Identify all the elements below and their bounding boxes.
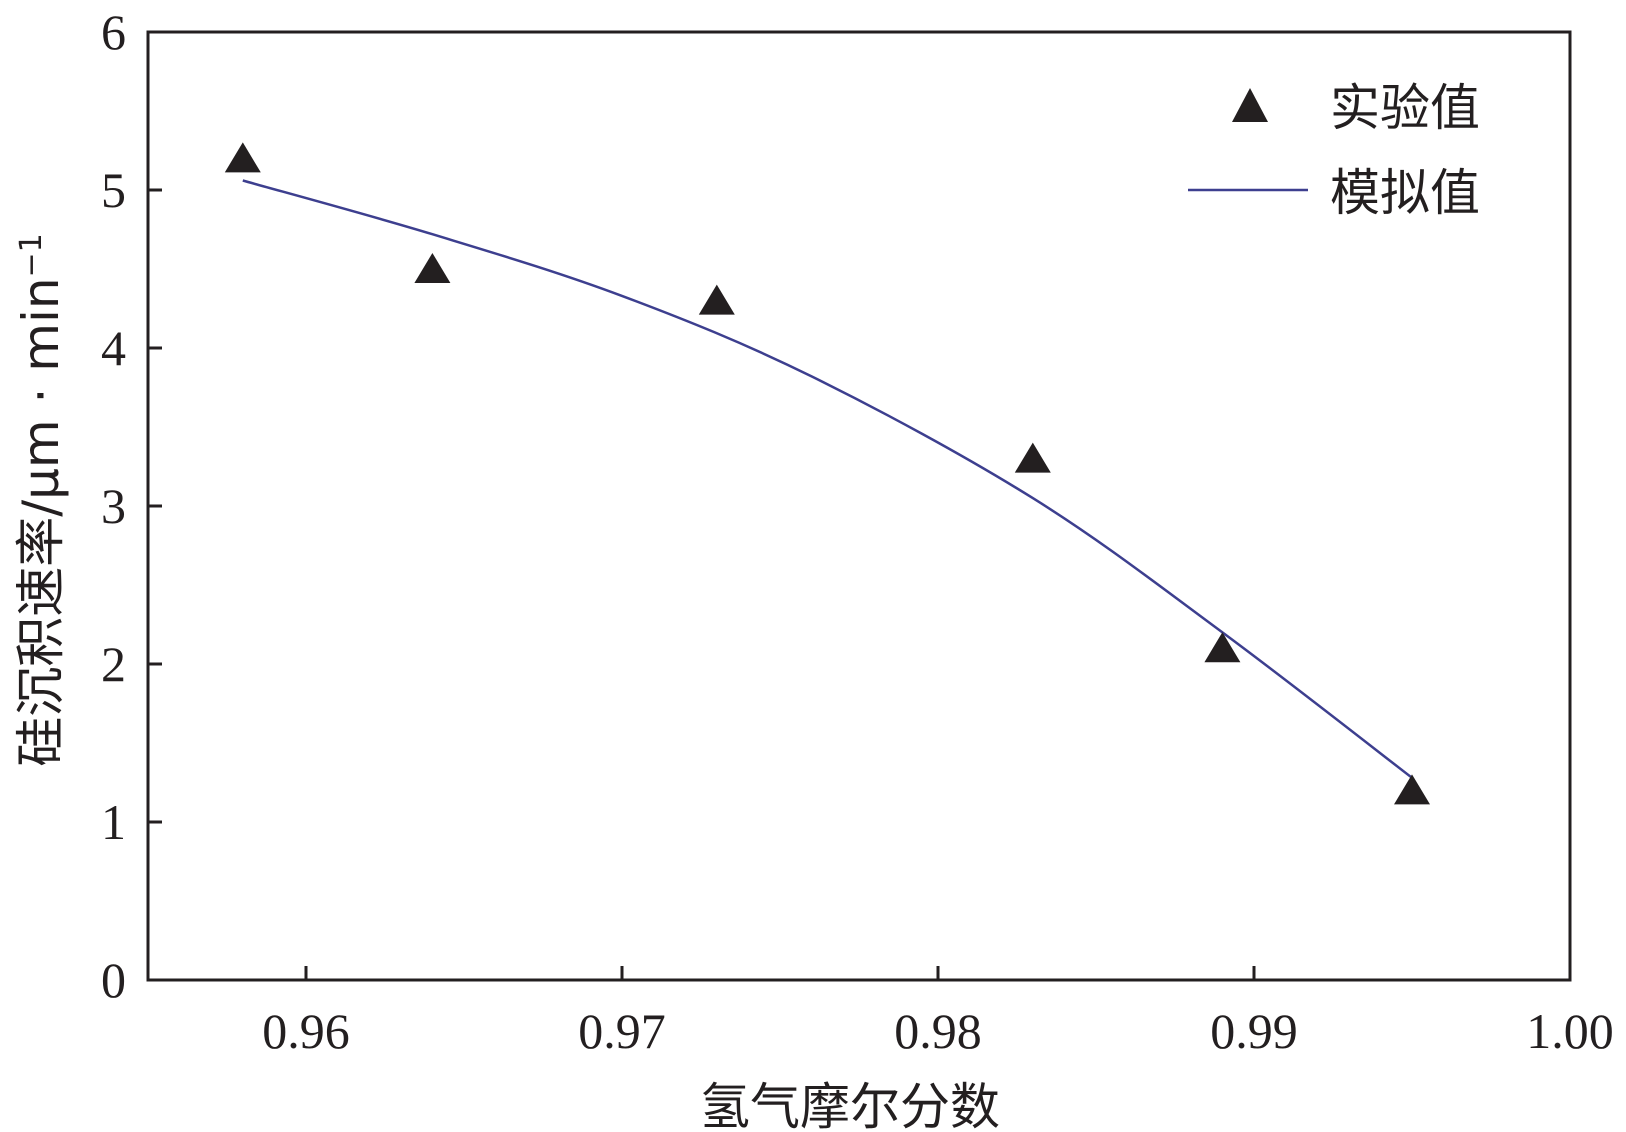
legend-label-experimental: 实验值 xyxy=(1330,79,1480,137)
y-axis-title-superscript: −1 xyxy=(14,233,49,277)
x-tick-label: 0.99 xyxy=(1210,1003,1298,1059)
y-tick-label: 2 xyxy=(101,636,126,692)
y-axis-title-main: 硅沉积速率/μm · min xyxy=(12,277,70,766)
series-line-simulated xyxy=(242,179,1413,779)
legend: 实验值 模拟值 xyxy=(1188,79,1480,222)
x-tick-label: 0.98 xyxy=(894,1003,982,1059)
y-tick-label: 3 xyxy=(101,478,126,534)
x-axis-title: 氢气摩尔分数 xyxy=(700,1078,1000,1132)
data-point-experimental xyxy=(1204,632,1241,663)
data-point-experimental xyxy=(1014,442,1051,473)
legend-marker-experimental xyxy=(1232,88,1268,122)
x-axis-ticks: 0.96 0.97 0.98 0.99 1.00 xyxy=(262,966,1614,1059)
y-tick-label: 1 xyxy=(101,794,126,850)
y-tick-label: 6 xyxy=(101,4,126,60)
y-tick-label: 0 xyxy=(101,952,126,1008)
y-axis-ticks: 0 1 2 3 4 5 6 xyxy=(101,4,162,1008)
series-markers-experimental xyxy=(224,142,1430,805)
x-tick-label: 0.97 xyxy=(578,1003,666,1059)
legend-label-simulated: 模拟值 xyxy=(1330,164,1480,222)
data-point-experimental xyxy=(1394,774,1430,805)
x-tick-label: 1.00 xyxy=(1526,1003,1614,1059)
data-point-experimental xyxy=(224,142,261,173)
data-point-experimental xyxy=(414,253,451,283)
data-point-experimental xyxy=(698,284,735,315)
y-axis-title: 硅沉积速率/μm · min−1 xyxy=(12,233,70,767)
x-tick-label: 0.96 xyxy=(262,1003,350,1059)
y-tick-label: 5 xyxy=(101,162,126,218)
y-tick-label: 4 xyxy=(101,320,126,376)
